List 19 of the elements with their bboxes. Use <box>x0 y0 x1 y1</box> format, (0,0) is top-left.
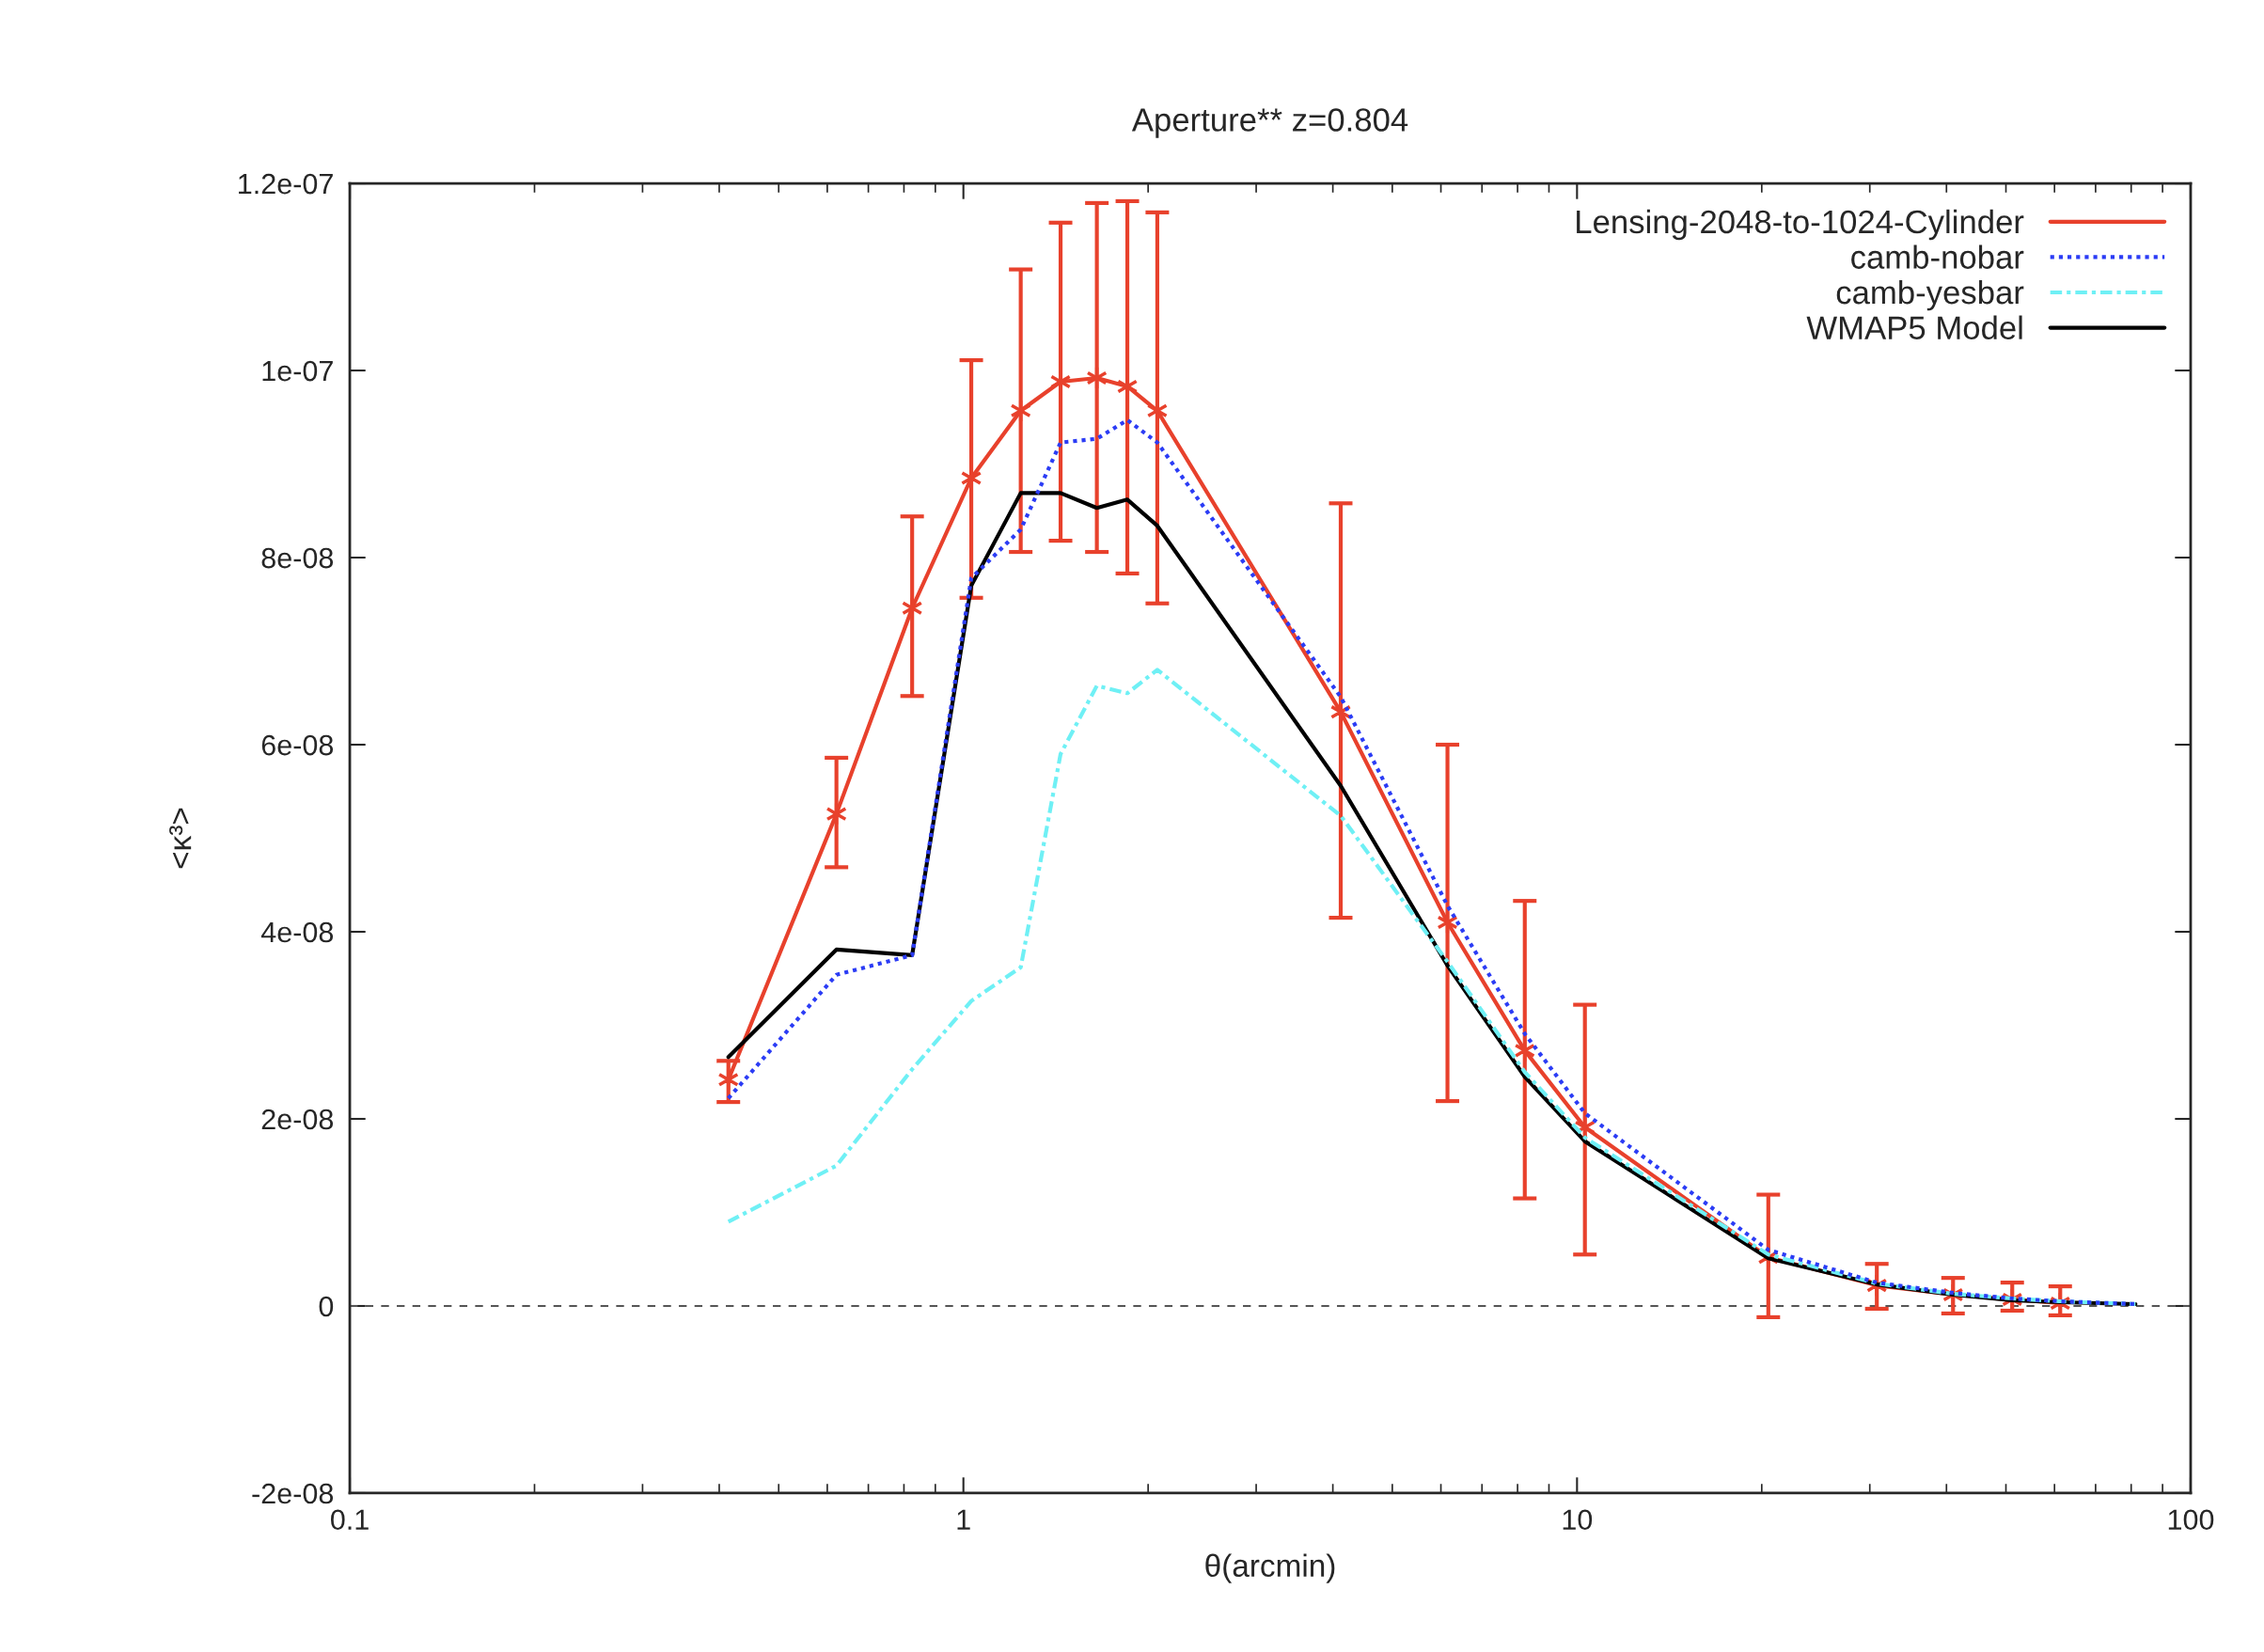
y-tick-label: 0 <box>319 1296 334 1317</box>
x-axis-title: θ(arcmin) <box>1205 1553 1335 1583</box>
y-tick-label: 8e-08 <box>261 547 334 569</box>
y-tick-label: 6e-08 <box>261 734 334 756</box>
y-tick-label: 1.2e-07 <box>239 173 333 195</box>
x-tick-label: 100 <box>2168 1509 2214 1531</box>
y-tick-label: 1e-07 <box>262 360 333 382</box>
x-tick-label: 0.1 <box>330 1509 369 1531</box>
legend-label: WMAP5 Model <box>1806 315 2022 340</box>
legend-label: Lensing-2048-to-1024-Cylinder <box>1577 209 2024 241</box>
legend-label: camb-nobar <box>1851 244 2024 269</box>
y-tick-label: 2e-08 <box>261 1109 334 1130</box>
y-axis-title: <κ³> <box>169 808 192 869</box>
x-tick-label: 1 <box>957 1509 970 1530</box>
chart-title: Aperture** z=0.804 <box>1131 108 1408 138</box>
y-tick-label: -2e-08 <box>252 1483 334 1504</box>
y-tick-label: 4e-08 <box>260 921 334 943</box>
legend-label: camb-yesbar <box>1836 279 2024 311</box>
x-tick-label: 10 <box>1563 1509 1593 1531</box>
